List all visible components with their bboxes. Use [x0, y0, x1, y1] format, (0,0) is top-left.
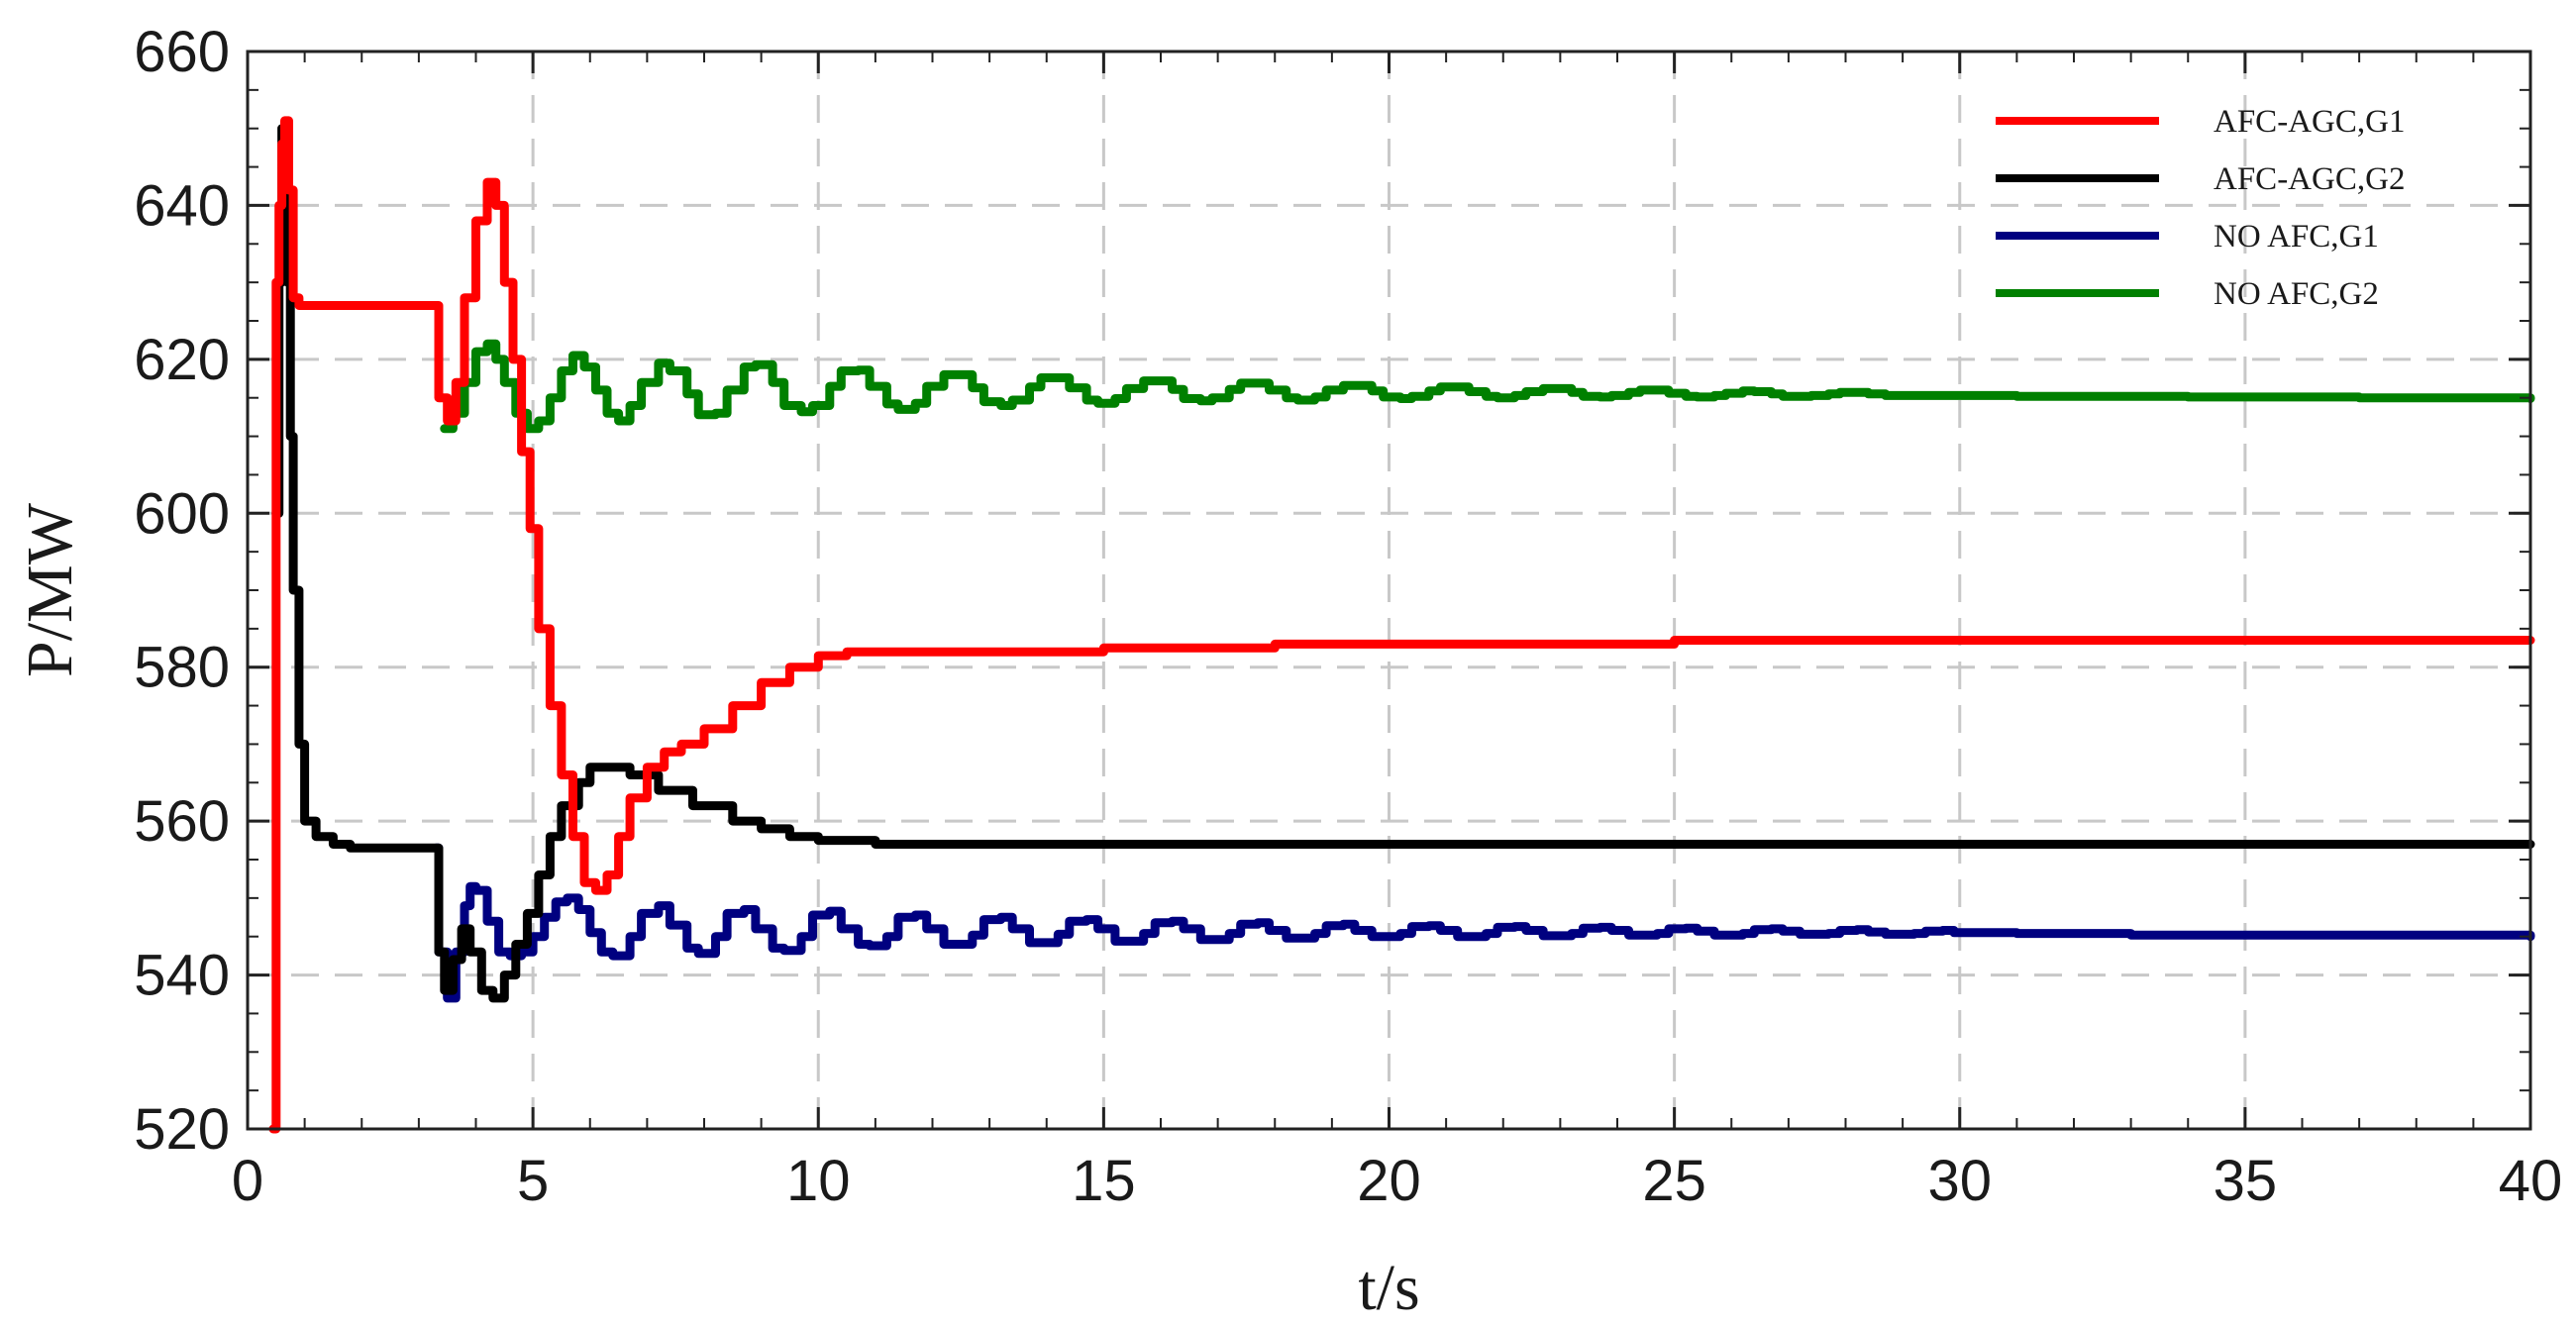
x-tick-label: 30	[1927, 1149, 1992, 1213]
legend: AFC-AGC,G1 AFC-AGC,G2 NO AFC,G1 NO AFC,G2	[1996, 104, 2405, 312]
legend-label: NO AFC,G2	[2214, 276, 2379, 312]
y-tick-label: 540	[134, 944, 230, 1008]
y-tick-label: 560	[134, 789, 230, 854]
y-axis-label: P/MW	[14, 502, 86, 677]
series-lines	[268, 116, 2535, 1134]
axis-ticks	[246, 50, 2532, 1131]
y-tick-label: 520	[134, 1097, 230, 1162]
tick-labels: 0 5 10 15 20 25 30 35 40 520 540 560 580 600 620 640 660	[134, 20, 2562, 1213]
y-tick-label: 660	[134, 20, 230, 84]
x-axis-label: t/s	[1358, 1252, 1419, 1324]
x-tick-label: 35	[2214, 1149, 2278, 1213]
series-line	[268, 116, 2535, 1134]
x-tick-label: 10	[786, 1149, 851, 1213]
y-tick-label: 620	[134, 328, 230, 392]
x-tick-label: 15	[1072, 1149, 1136, 1213]
series-line	[440, 339, 2535, 434]
x-tick-label: 20	[1357, 1149, 1421, 1213]
legend-label: NO AFC,G1	[2214, 219, 2379, 255]
y-tick-label: 580	[134, 636, 230, 700]
series-line	[431, 843, 2535, 1003]
legend-label: AFC-AGC,G2	[2214, 161, 2405, 197]
x-tick-label: 0	[232, 1149, 263, 1213]
x-tick-label: 40	[2499, 1149, 2563, 1213]
grid-lines	[248, 51, 2530, 1129]
x-tick-label: 5	[517, 1149, 549, 1213]
y-tick-label: 600	[134, 481, 230, 546]
legend-label: AFC-AGC,G1	[2214, 104, 2405, 140]
x-tick-label: 25	[1642, 1149, 1706, 1213]
series-line	[271, 124, 2535, 1003]
y-tick-label: 640	[134, 173, 230, 238]
